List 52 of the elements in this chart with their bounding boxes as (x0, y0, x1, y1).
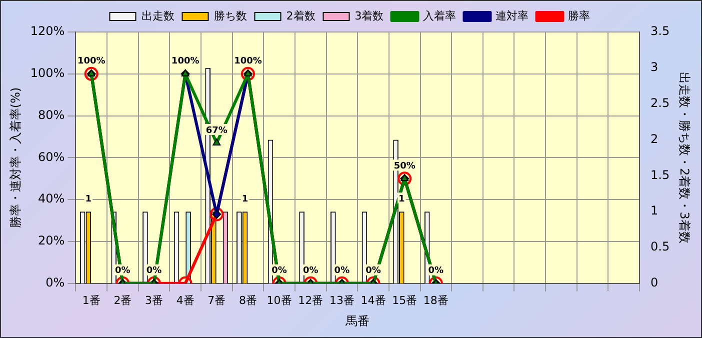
y-tick-label: 100% (30, 66, 65, 80)
y2-axis-title: 出走数・勝ち数・2着数・3着数 (678, 72, 692, 244)
x-tick-label: 15番 (392, 294, 418, 307)
data-label: 100% (234, 56, 262, 67)
y-tick-label: 60% (38, 150, 65, 164)
legend-label: 勝ち数 (214, 9, 247, 22)
y2-tick-label: 2 (650, 132, 658, 146)
x-tick-label: 2番 (114, 294, 132, 307)
data-label: 0% (302, 266, 318, 276)
data-label: 1 (398, 194, 405, 204)
y2-tick-label: 2.5 (650, 96, 670, 110)
y-tick-label: 0% (46, 276, 65, 290)
data-label: 1 (85, 194, 92, 204)
legend-label: 3着数 (354, 9, 384, 22)
x-tick-label: 8番 (238, 294, 257, 307)
data-label: 100% (77, 56, 106, 67)
legend-label: 出走数 (141, 9, 174, 22)
data-label: 0% (428, 266, 444, 276)
data-label: 0% (272, 266, 287, 276)
data-label: 0% (334, 266, 350, 276)
data-label: 0% (115, 266, 130, 276)
legend-label: 連対率 (496, 9, 529, 22)
legend-label: 勝率 (568, 9, 590, 22)
x-tick-label: 13番 (329, 294, 354, 307)
data-label: 67% (206, 126, 228, 136)
data-label: 0% (146, 266, 162, 276)
data-label: 1 (242, 194, 248, 204)
y2-tick-label: 3 (650, 60, 658, 74)
y-tick-label: 40% (38, 192, 65, 206)
x-axis-title: 馬番 (344, 314, 370, 328)
y2-tick-label: 3.5 (650, 24, 670, 38)
y2-tick-label: 1 (650, 204, 658, 218)
x-tick-label: 7番 (208, 294, 226, 307)
y-tick-label: 120% (30, 24, 65, 38)
x-tick-label: 14番 (360, 294, 386, 307)
legend-label: 2着数 (286, 9, 316, 22)
y2-tick-label: 0.5 (650, 240, 670, 254)
x-tick-label: 3番 (145, 294, 164, 307)
x-tick-label: 10番 (266, 294, 292, 307)
x-tick-label: 1番 (82, 294, 100, 307)
y-tick-label: 80% (38, 108, 65, 122)
y-axis-title: 勝率・連対率・入着率(%) (8, 87, 22, 228)
legend-label: 入着率 (423, 9, 456, 22)
y2-tick-label: 0 (650, 276, 658, 290)
data-label: 0% (366, 266, 381, 276)
x-tick-label: 12番 (298, 294, 324, 307)
x-tick-label: 4番 (176, 294, 194, 307)
y-tick-label: 20% (38, 234, 65, 248)
y2-tick-label: 1.5 (650, 168, 670, 182)
data-label: 50% (394, 161, 416, 172)
data-label: 100% (171, 56, 200, 67)
x-tick-label: 18番 (423, 294, 448, 307)
